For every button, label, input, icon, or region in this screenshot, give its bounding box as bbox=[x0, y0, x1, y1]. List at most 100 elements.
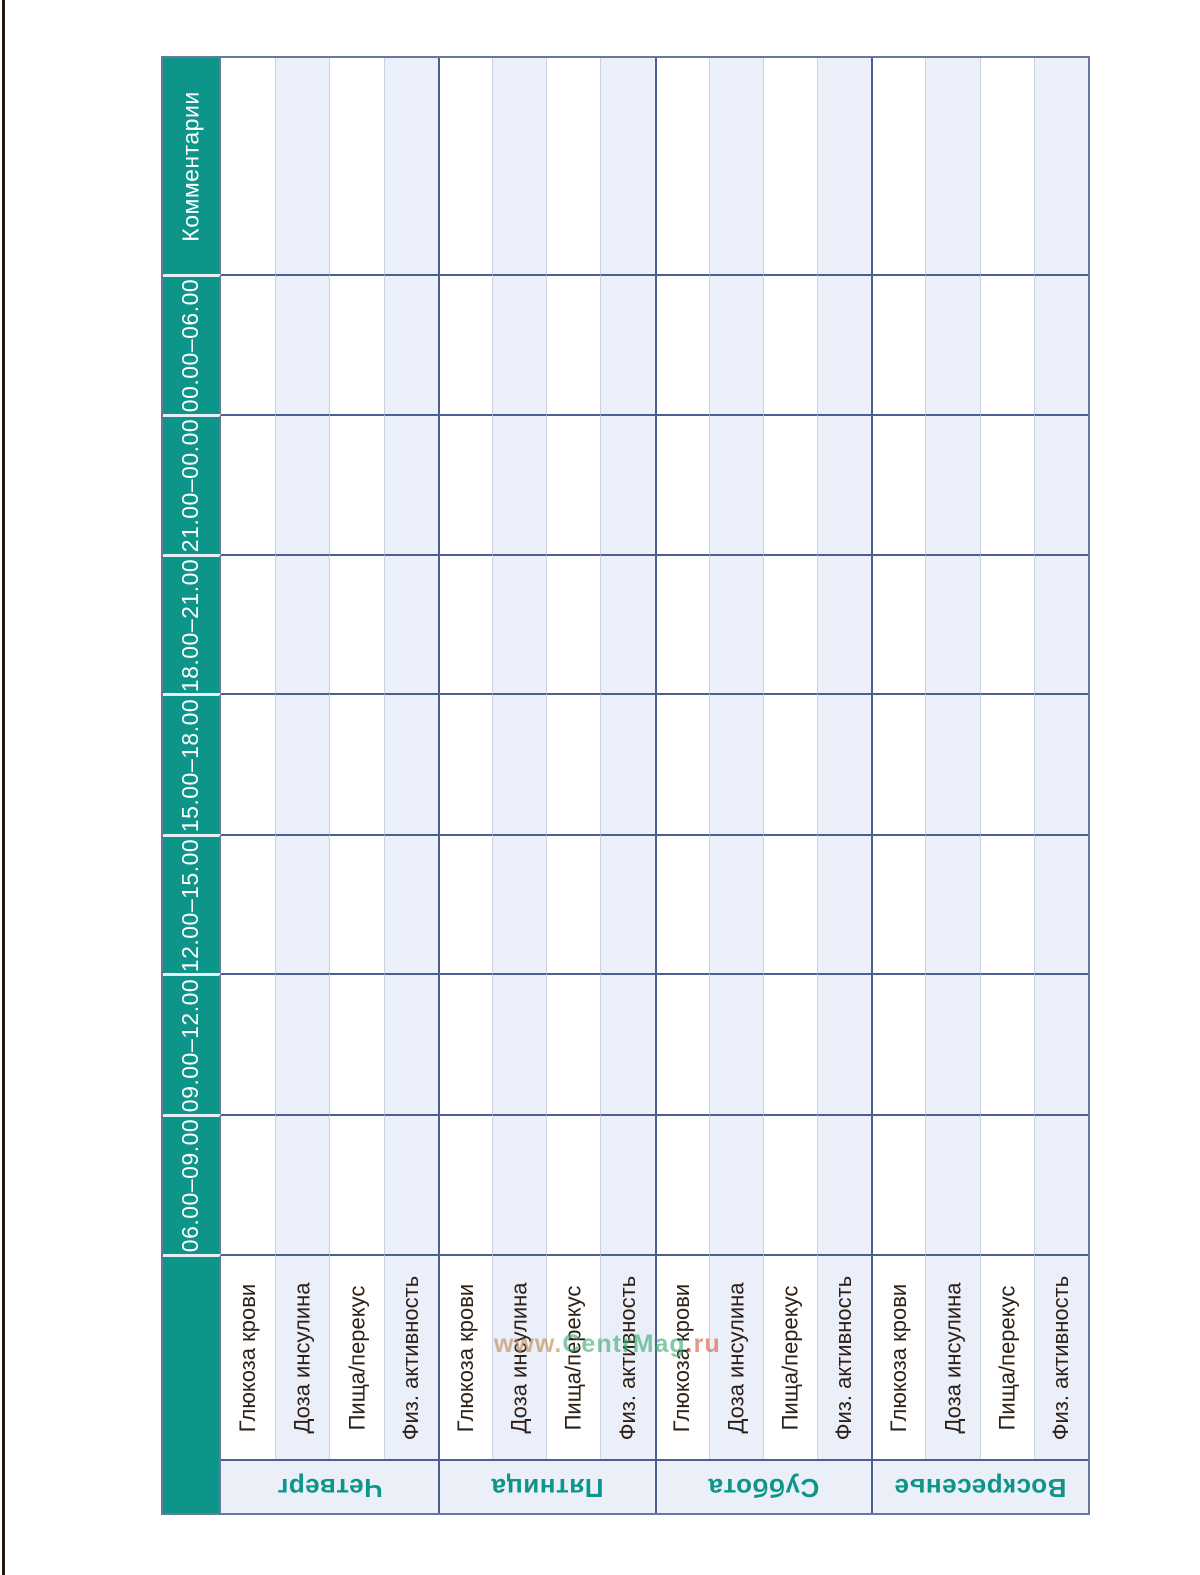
entry-cell bbox=[1033, 693, 1088, 834]
entry-cell bbox=[491, 834, 547, 973]
entry-cell bbox=[437, 274, 492, 414]
entry-cell bbox=[275, 834, 330, 973]
entry-cell bbox=[871, 1114, 926, 1254]
metric-label: Пища/перекус bbox=[343, 1285, 369, 1430]
entry-cell bbox=[871, 274, 926, 414]
entry-cell bbox=[221, 274, 276, 414]
day-label-cell: Четверг bbox=[221, 1459, 438, 1513]
metric-label-cell: Пища/перекус bbox=[329, 1254, 384, 1459]
column-header-cell-7: 06.00–09.00 bbox=[163, 1114, 221, 1254]
metric-label-cell: Физ. активность bbox=[383, 1254, 438, 1459]
entry-cell bbox=[925, 693, 980, 834]
metric-label: Физ. активность bbox=[614, 1275, 640, 1440]
header-column-footer bbox=[163, 1254, 221, 1513]
entry-cell bbox=[546, 414, 601, 554]
metric-label-cell: Глюкоза крови bbox=[871, 1254, 926, 1459]
entry-cell bbox=[275, 274, 330, 414]
entry-cell bbox=[221, 834, 276, 973]
entry-cell bbox=[600, 693, 655, 834]
time-range-label: 21.00–00.00 bbox=[177, 418, 204, 553]
entry-cell bbox=[654, 554, 709, 693]
entry-cell bbox=[329, 414, 384, 554]
entry-cell bbox=[817, 554, 872, 693]
metric-label: Пища/перекус bbox=[777, 1285, 803, 1430]
metric-label: Глюкоза крови bbox=[235, 1283, 261, 1432]
entry-cell bbox=[925, 414, 980, 554]
metric-label: Глюкоза крови bbox=[669, 1283, 695, 1432]
time-range-label: 15.00–18.00 bbox=[177, 698, 204, 832]
entry-cell bbox=[817, 414, 872, 554]
entry-cell bbox=[221, 554, 276, 693]
entry-cell bbox=[546, 274, 601, 414]
entry-cell bbox=[221, 414, 276, 554]
entry-cell bbox=[871, 693, 926, 834]
entry-cell bbox=[437, 834, 492, 973]
entry-cell bbox=[221, 58, 276, 274]
entry-cell bbox=[491, 414, 547, 554]
entry-cell bbox=[546, 834, 601, 973]
entry-cell bbox=[329, 834, 384, 973]
entry-cell bbox=[654, 973, 709, 1114]
entry-cell bbox=[979, 1114, 1034, 1254]
entry-cell bbox=[925, 973, 980, 1114]
entry-cell bbox=[925, 58, 980, 274]
entry-cell bbox=[600, 1114, 655, 1254]
entry-cell bbox=[762, 274, 818, 414]
entry-cell bbox=[817, 1114, 872, 1254]
metric-label-cell: Глюкоза крови bbox=[437, 1254, 492, 1459]
day-label-cell: Пятница bbox=[437, 1459, 655, 1513]
entry-cell bbox=[708, 274, 763, 414]
entry-cell bbox=[708, 973, 763, 1114]
entry-cell bbox=[654, 58, 709, 274]
time-range-label: 00.00–06.00 bbox=[177, 278, 204, 413]
entry-cell bbox=[383, 1114, 438, 1254]
entry-cell bbox=[383, 834, 438, 973]
entry-cell bbox=[1033, 58, 1088, 274]
metric-label-cell: Физ. активность bbox=[817, 1254, 872, 1459]
metric-label-cell: Доза инсулина bbox=[491, 1254, 547, 1459]
entry-cell bbox=[817, 274, 872, 414]
entry-cell bbox=[979, 414, 1034, 554]
entry-cell bbox=[437, 1114, 492, 1254]
entry-cell bbox=[600, 834, 655, 973]
entry-cell bbox=[979, 973, 1034, 1114]
metric-label-cell: Пища/перекус bbox=[546, 1254, 601, 1459]
metric-label: Доза инсулина bbox=[506, 1281, 532, 1434]
entry-cell bbox=[817, 973, 872, 1114]
entry-cell bbox=[817, 58, 872, 274]
entry-cell bbox=[817, 834, 872, 973]
metric-label: Доза инсулина bbox=[940, 1281, 966, 1434]
metric-label-cell: Глюкоза крови bbox=[654, 1254, 709, 1459]
metric-label: Физ. активность bbox=[831, 1275, 857, 1440]
time-range-label: 18.00–21.00 bbox=[177, 558, 204, 692]
entry-cell bbox=[491, 58, 547, 274]
entry-cell bbox=[437, 693, 492, 834]
column-header-cell-0: Комментарии bbox=[163, 58, 221, 274]
entry-cell bbox=[437, 414, 492, 554]
entry-cell bbox=[491, 973, 547, 1114]
entry-cell bbox=[762, 414, 818, 554]
entry-cell bbox=[708, 834, 763, 973]
entry-cell bbox=[437, 973, 492, 1114]
entry-cell bbox=[979, 693, 1034, 834]
day-label: Суббота bbox=[708, 1472, 820, 1503]
day-label-cell: Воскресенье bbox=[871, 1459, 1088, 1513]
entry-cell bbox=[871, 973, 926, 1114]
entry-cell bbox=[925, 274, 980, 414]
entry-cell bbox=[762, 554, 818, 693]
entry-cell bbox=[925, 554, 980, 693]
entry-cell bbox=[546, 973, 601, 1114]
metric-label-cell: Доза инсулина bbox=[708, 1254, 763, 1459]
metric-label-cell: Доза инсулина bbox=[275, 1254, 330, 1459]
entry-cell bbox=[762, 693, 818, 834]
diabetes-diary-table: Комментарии 00.00–06.00 21.00–00.00 18.00–2… bbox=[161, 56, 1090, 1515]
metric-label-cell: Доза инсулина bbox=[925, 1254, 980, 1459]
entry-cell bbox=[762, 973, 818, 1114]
entry-cell bbox=[329, 58, 384, 274]
entry-cell bbox=[437, 58, 492, 274]
entry-cell bbox=[275, 58, 330, 274]
entry-cell bbox=[654, 1114, 709, 1254]
entry-cell bbox=[654, 414, 709, 554]
metric-label-cell: Пища/перекус bbox=[979, 1254, 1034, 1459]
entry-cell bbox=[600, 554, 655, 693]
